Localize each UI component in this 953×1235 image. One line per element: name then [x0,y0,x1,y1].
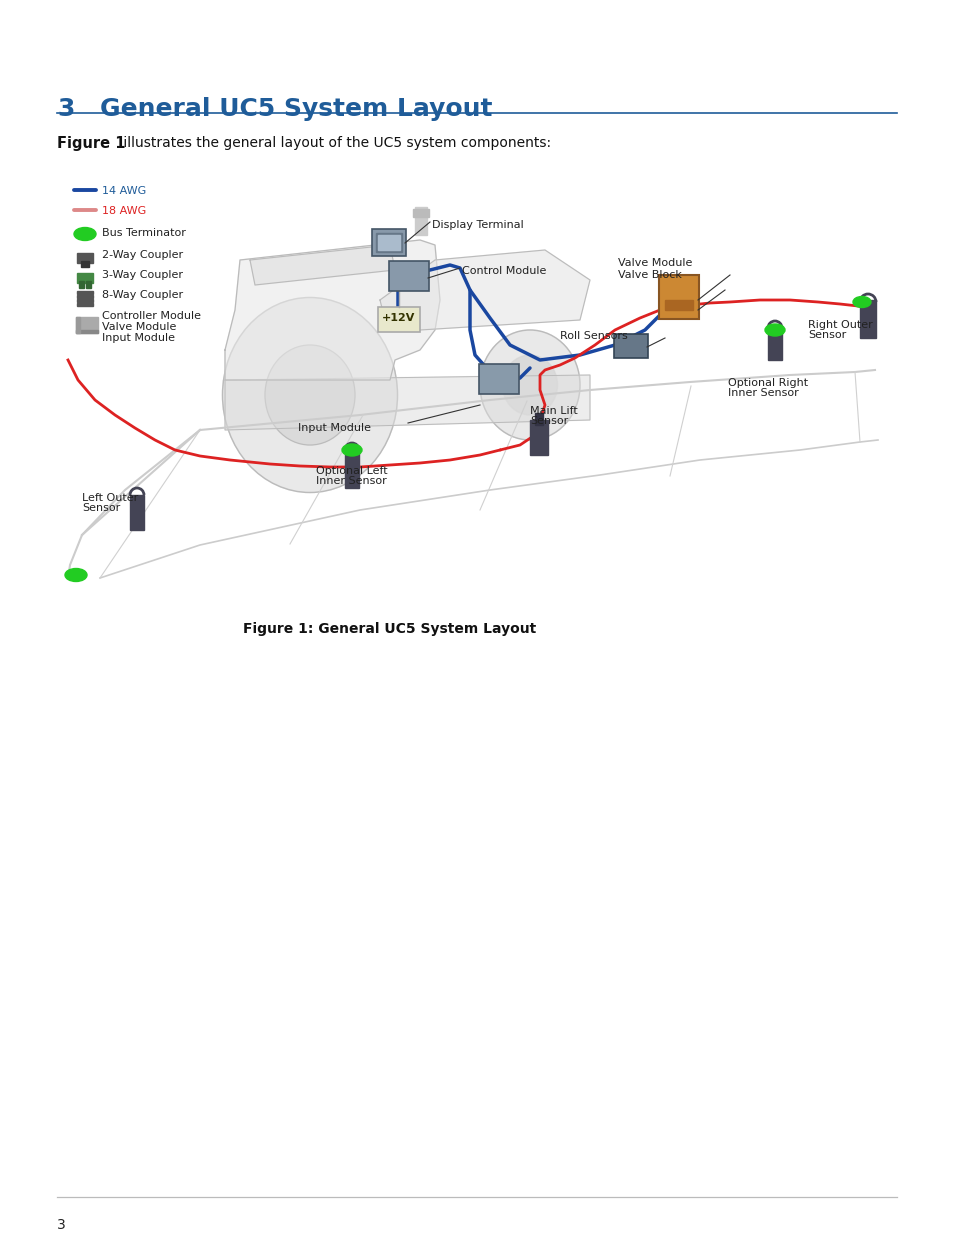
Bar [76,330,98,333]
Text: Optional Right: Optional Right [727,378,807,388]
FancyBboxPatch shape [614,333,647,358]
Bar [77,253,92,263]
Bar [77,299,92,303]
Bar [664,300,692,310]
Text: Valve Module: Valve Module [102,322,176,332]
Bar [130,495,144,530]
Bar [767,329,781,359]
Bar [77,303,92,306]
Text: illustrates the general layout of the UC5 system components:: illustrates the general layout of the UC… [119,136,551,149]
Ellipse shape [502,354,557,415]
Text: 3: 3 [57,1218,66,1233]
Text: 3-Way Coupler: 3-Way Coupler [102,270,183,280]
Bar [413,209,429,217]
Text: Control Module: Control Module [461,266,546,275]
Text: Bus Terminator: Bus Terminator [102,228,186,238]
Bar [859,300,875,338]
Text: Valve Module: Valve Module [618,258,692,268]
Bar [530,420,547,454]
Text: Figure 1: General UC5 System Layout: Figure 1: General UC5 System Layout [243,622,536,636]
Text: Right Outer: Right Outer [807,320,872,330]
FancyBboxPatch shape [372,228,406,256]
Text: Inner Sensor: Inner Sensor [727,388,798,398]
Polygon shape [225,240,439,380]
Text: Sensor: Sensor [82,503,120,513]
Text: General UC5 System Layout: General UC5 System Layout [100,98,492,121]
Text: 2-Way Coupler: 2-Way Coupler [102,249,183,261]
Text: Main Lift: Main Lift [530,406,578,416]
Text: Left Outer: Left Outer [82,493,138,503]
Text: 18 AWG: 18 AWG [102,206,146,216]
Text: +12V: +12V [382,312,416,324]
FancyBboxPatch shape [659,275,699,319]
Bar [79,282,84,288]
Bar [86,282,91,288]
Bar [535,412,542,425]
Text: Inner Sensor: Inner Sensor [315,475,386,487]
Ellipse shape [65,568,87,582]
Text: 8-Way Coupler: 8-Way Coupler [102,290,183,300]
FancyBboxPatch shape [377,308,419,332]
Bar [415,207,427,235]
Text: Display Terminal: Display Terminal [432,220,523,230]
Ellipse shape [74,227,96,241]
Bar [81,261,89,267]
Bar [76,317,80,333]
Polygon shape [250,245,395,285]
Text: Controller Module: Controller Module [102,311,201,321]
FancyBboxPatch shape [478,364,518,394]
Bar [345,450,358,488]
Text: Input Module: Input Module [297,424,371,433]
Bar [375,233,401,252]
Ellipse shape [852,296,870,308]
Bar [76,317,98,333]
Text: Input Module: Input Module [102,333,174,343]
Ellipse shape [764,324,784,336]
Text: Roll Sensors: Roll Sensors [559,331,627,341]
Text: Optional Left: Optional Left [315,466,387,475]
Ellipse shape [222,298,397,493]
Bar [377,235,399,249]
Text: 3: 3 [57,98,74,121]
Bar [77,291,92,294]
Polygon shape [379,249,589,330]
Text: 14 AWG: 14 AWG [102,186,146,196]
Text: Figure 1: Figure 1 [57,136,126,151]
Polygon shape [225,375,589,430]
Ellipse shape [265,345,355,445]
Text: Valve Block: Valve Block [618,270,681,280]
Ellipse shape [479,330,579,440]
Text: Sensor: Sensor [807,330,845,340]
FancyBboxPatch shape [389,261,429,291]
Ellipse shape [341,445,361,456]
Bar [77,273,92,283]
Text: Sensor: Sensor [530,416,568,426]
Bar [77,295,92,298]
